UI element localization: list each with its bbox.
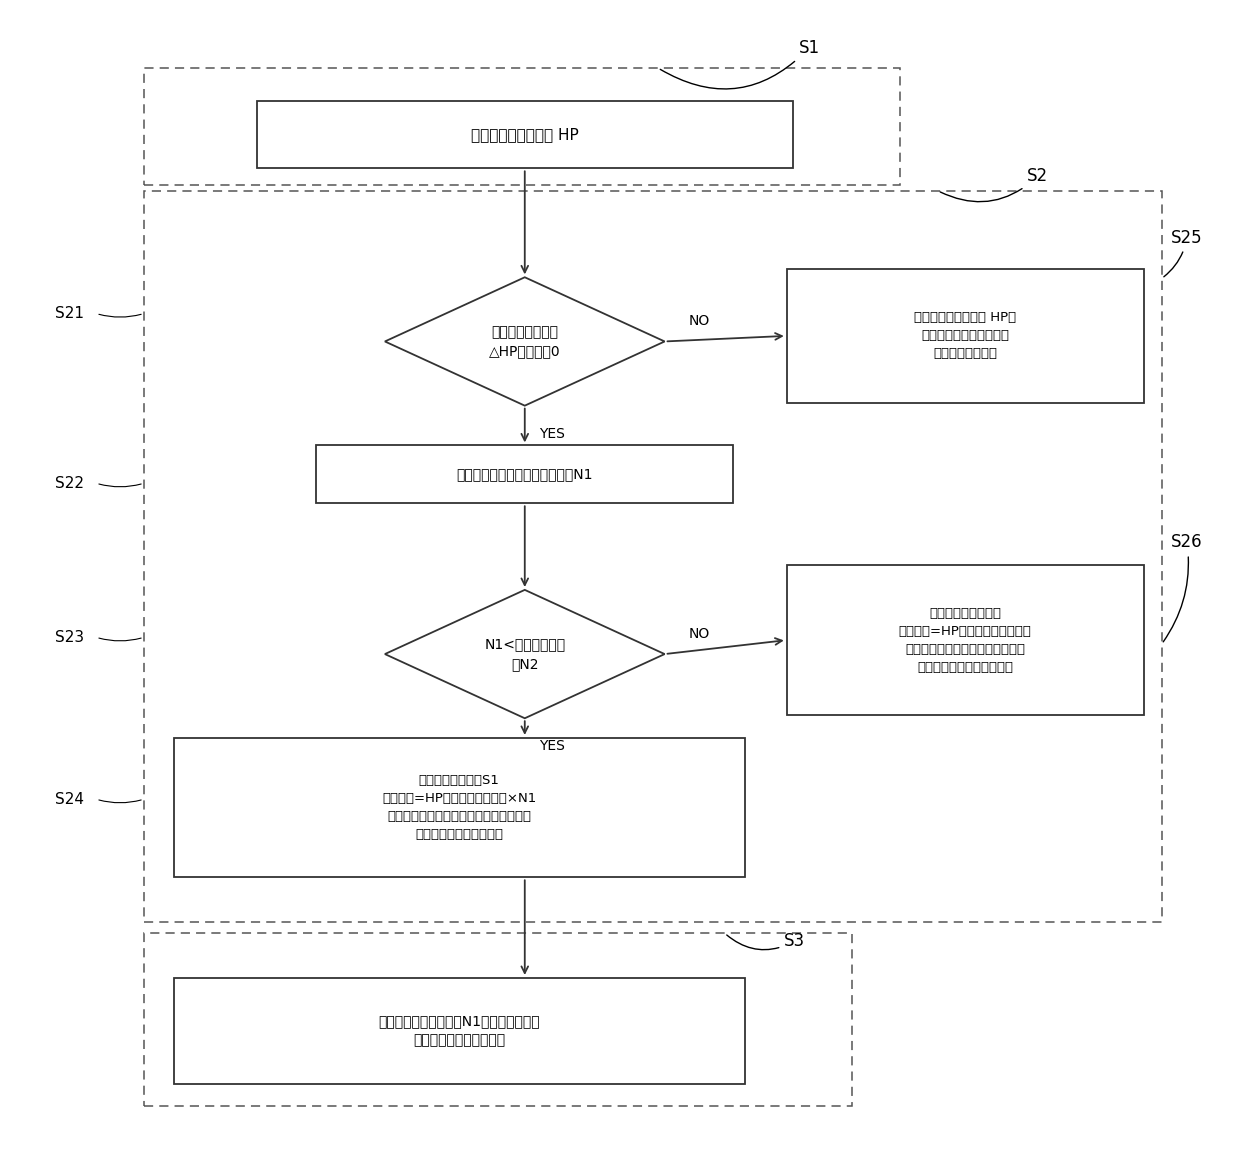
Polygon shape [384, 277, 665, 406]
Text: 计算需要运行的辅机压缩机数量N1: 计算需要运行的辅机压缩机数量N1 [456, 468, 593, 481]
Text: 实际开辅机压缩机S1
主机输出=HP－单个压缩机匹数×N1
主机按以上主机输出来控制主机变频压缩
机频率及定频压缩机开启: 实际开辅机压缩机S1 主机输出=HP－单个压缩机匹数×N1 主机按以上主机输出来… [382, 775, 537, 841]
Text: YES: YES [539, 427, 565, 441]
FancyBboxPatch shape [174, 978, 745, 1084]
Text: S24: S24 [56, 792, 84, 807]
Text: S3: S3 [727, 932, 806, 950]
FancyBboxPatch shape [786, 269, 1143, 402]
FancyBboxPatch shape [257, 101, 792, 169]
Text: 计算辅机能力需求
△HP是否大于0: 计算辅机能力需求 △HP是否大于0 [489, 324, 560, 358]
Text: S23: S23 [56, 630, 84, 644]
Text: S25: S25 [1164, 229, 1203, 277]
Text: S1: S1 [660, 38, 820, 88]
Text: 根据需开的辅机压缩机N1，按平均分配原
则逐一分配到各辅机上。: 根据需开的辅机压缩机N1，按平均分配原 则逐一分配到各辅机上。 [378, 1014, 541, 1048]
Text: 计算系统总能力需求 HP: 计算系统总能力需求 HP [471, 128, 579, 142]
Text: 运行全部辅机压缩机
主机输出=HP－辅机压缩机总能力
主机按主机输出来控制主机变频压
缩机频率及定频压缩机开启: 运行全部辅机压缩机 主机输出=HP－辅机压缩机总能力 主机按主机输出来控制主机变… [899, 607, 1032, 673]
Text: S21: S21 [56, 306, 84, 321]
Text: NO: NO [688, 627, 709, 641]
Text: S22: S22 [56, 476, 84, 491]
FancyBboxPatch shape [174, 737, 745, 877]
Text: 只运行主机，主机按 HP来
控制主机变频压缩机频率
及定频压缩机开启: 只运行主机，主机按 HP来 控制主机变频压缩机频率 及定频压缩机开启 [914, 312, 1017, 361]
Text: S26: S26 [1163, 534, 1203, 642]
Text: NO: NO [688, 314, 709, 328]
FancyBboxPatch shape [786, 565, 1143, 715]
FancyBboxPatch shape [316, 445, 733, 504]
Text: YES: YES [539, 740, 565, 754]
Polygon shape [384, 590, 665, 719]
Text: N1<辅机压缩机总
数N2: N1<辅机压缩机总 数N2 [484, 637, 565, 671]
Text: S2: S2 [940, 167, 1048, 201]
